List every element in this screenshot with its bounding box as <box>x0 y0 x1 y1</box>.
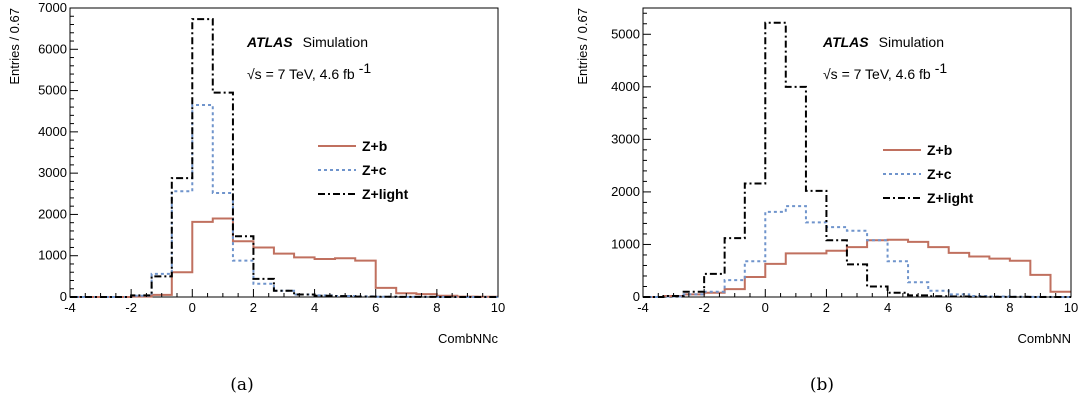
x-tick-label: 8 <box>1006 300 1013 315</box>
x-tick-label: 8 <box>433 300 440 315</box>
series-layer <box>70 18 498 298</box>
y-tick-label: 5000 <box>611 26 640 41</box>
x-axis-label: CombNN <box>1018 331 1071 346</box>
x-tick-label: 10 <box>1064 300 1078 315</box>
x-tick-label: 6 <box>372 300 379 315</box>
x-tick-label: 2 <box>250 300 257 315</box>
x-tick-label: 10 <box>491 300 505 315</box>
y-tick-label: 1000 <box>38 248 67 263</box>
panel-caption: (b) <box>810 375 834 395</box>
x-axis-label: CombNNc <box>438 331 498 346</box>
legend-label: Z+c <box>927 166 952 182</box>
series-z-c <box>70 104 498 298</box>
y-tick-label: 3000 <box>38 165 67 180</box>
x-tick-label: 4 <box>311 300 318 315</box>
energy-lumi-label: √s = 7 TeV, 4.6 fb -1 <box>247 60 371 83</box>
y-tick-label: 6000 <box>38 41 67 56</box>
series-z-light <box>643 21 1071 298</box>
series-z-c <box>643 205 1071 298</box>
x-tick-label: 0 <box>762 300 769 315</box>
y-axis-label: Entries / 0.67 <box>575 8 590 85</box>
y-tick-label: 2000 <box>611 184 640 199</box>
atlas-sim: Simulation <box>303 34 368 50</box>
lumi-exponent: -1 <box>935 60 948 76</box>
series-z-light <box>70 18 498 298</box>
atlas-label: ATLAS Simulation <box>246 34 368 51</box>
y-tick-label: 2000 <box>38 206 67 221</box>
x-tick-label: 0 <box>189 300 196 315</box>
x-tick-label: -2 <box>698 300 710 315</box>
ticks: -4 -2 0 2 4 6 8 10 0 1000 2000 3000 4000 5000 <box>611 12 1078 315</box>
y-tick-label: 7000 <box>38 0 67 15</box>
y-tick-label: 0 <box>633 289 640 304</box>
ticks: -4 -2 0 2 4 6 8 10 0 1000 2000 3000 4000 5000 6000 7000 <box>38 0 505 315</box>
y-tick-label: 4000 <box>611 79 640 94</box>
lumi-exponent: -1 <box>359 60 372 76</box>
atlas-brand: ATLAS <box>246 34 293 50</box>
energy-text: √s = 7 TeV, 4.6 fb <box>823 66 931 82</box>
series-z-b <box>643 238 1071 298</box>
legend-label: Z+b <box>362 138 387 154</box>
series-z-b <box>70 217 498 298</box>
x-tick-label: 2 <box>823 300 830 315</box>
panel-a: -4 -2 0 2 4 6 8 10 0 1000 2000 3000 4000 5000 6000 7000… <box>7 0 505 395</box>
x-tick-label: 6 <box>945 300 952 315</box>
y-tick-label: 0 <box>60 289 67 304</box>
y-tick-label: 1000 <box>611 236 640 251</box>
x-tick-label: -4 <box>637 300 649 315</box>
x-tick-label: -2 <box>125 300 137 315</box>
legend: Z+b Z+c Z+light <box>318 138 409 202</box>
plot-frame <box>642 7 1072 298</box>
energy-text: √s = 7 TeV, 4.6 fb <box>247 66 355 82</box>
y-tick-label: 3000 <box>611 131 640 146</box>
panel-caption: (a) <box>230 375 253 395</box>
legend-label: Z+b <box>927 142 952 158</box>
legend: Z+b Z+c Z+light <box>883 142 974 206</box>
legend-label: Z+light <box>927 190 974 206</box>
y-tick-label: 4000 <box>38 124 67 139</box>
energy-lumi-label: √s = 7 TeV, 4.6 fb -1 <box>823 60 947 83</box>
x-tick-label: -4 <box>64 300 76 315</box>
legend-label: Z+c <box>362 162 387 178</box>
atlas-label: ATLAS Simulation <box>822 34 944 51</box>
legend-label: Z+light <box>362 186 409 202</box>
series-layer <box>643 21 1071 298</box>
x-tick-label: 4 <box>884 300 891 315</box>
y-tick-label: 5000 <box>38 83 67 98</box>
atlas-brand: ATLAS <box>822 34 869 50</box>
y-axis-label: Entries / 0.67 <box>7 8 22 85</box>
atlas-sim: Simulation <box>879 34 944 50</box>
